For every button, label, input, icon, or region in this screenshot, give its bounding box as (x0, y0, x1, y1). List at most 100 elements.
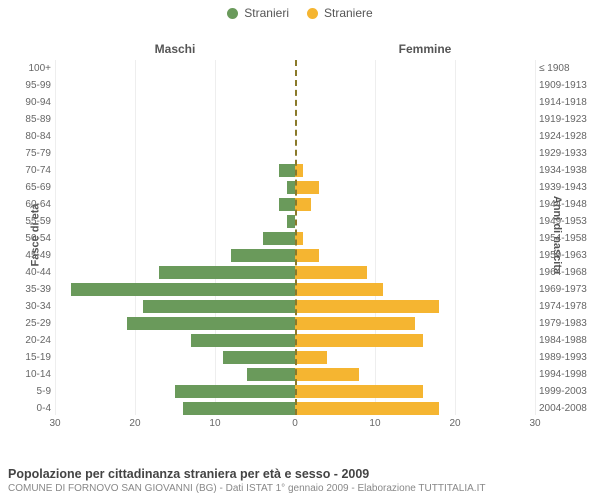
female-half (295, 215, 535, 228)
age-label: 45-49 (13, 250, 51, 261)
male-half (55, 147, 295, 160)
birth-year-label: 1969-1973 (539, 284, 595, 295)
female-bar (295, 351, 327, 364)
female-bar (295, 402, 439, 415)
legend-male-swatch (227, 8, 238, 19)
male-half (55, 249, 295, 262)
female-half (295, 317, 535, 330)
birth-year-label: 1909-1913 (539, 80, 595, 91)
birth-year-label: 1994-1998 (539, 369, 595, 380)
age-label: 15-19 (13, 352, 51, 363)
x-tick: 20 (449, 418, 460, 429)
female-half (295, 147, 535, 160)
male-bar (143, 300, 295, 313)
female-half (295, 79, 535, 92)
male-half (55, 130, 295, 143)
female-half (295, 113, 535, 126)
birth-year-label: 1954-1958 (539, 233, 595, 244)
male-half (55, 198, 295, 211)
male-bar (175, 385, 295, 398)
male-bar (247, 368, 295, 381)
birth-year-label: 1924-1928 (539, 131, 595, 142)
male-bar (71, 283, 295, 296)
age-label: 100+ (13, 63, 51, 74)
male-half (55, 317, 295, 330)
x-tick: 10 (369, 418, 380, 429)
age-label: 95-99 (13, 80, 51, 91)
birth-year-label: 1934-1938 (539, 165, 595, 176)
birth-year-label: 2004-2008 (539, 403, 595, 414)
female-half (295, 334, 535, 347)
birth-year-label: 1944-1948 (539, 199, 595, 210)
birth-year-label: 1999-2003 (539, 386, 595, 397)
male-bar (279, 198, 295, 211)
legend: Stranieri Straniere (0, 0, 600, 20)
male-half (55, 232, 295, 245)
male-bar (191, 334, 295, 347)
birth-year-label: 1964-1968 (539, 267, 595, 278)
x-tick: 10 (209, 418, 220, 429)
female-bar (295, 198, 311, 211)
male-half (55, 62, 295, 75)
male-bar (279, 164, 295, 177)
gridline (535, 60, 536, 415)
age-label: 60-64 (13, 199, 51, 210)
birth-year-label: 1914-1918 (539, 97, 595, 108)
age-label: 75-79 (13, 148, 51, 159)
female-bar (295, 334, 423, 347)
female-half (295, 232, 535, 245)
female-bar (295, 249, 319, 262)
birth-year-label: 1989-1993 (539, 352, 595, 363)
male-half (55, 283, 295, 296)
age-label: 80-84 (13, 131, 51, 142)
male-half (55, 334, 295, 347)
birth-year-label: 1974-1978 (539, 301, 595, 312)
age-label: 70-74 (13, 165, 51, 176)
birth-year-label: 1929-1933 (539, 148, 595, 159)
birth-year-label: 1984-1988 (539, 335, 595, 346)
age-label: 40-44 (13, 267, 51, 278)
panel-titles: Maschi Femmine (0, 42, 600, 56)
male-bar (263, 232, 295, 245)
age-label: 30-34 (13, 301, 51, 312)
age-label: 85-89 (13, 114, 51, 125)
female-half (295, 402, 535, 415)
female-half (295, 164, 535, 177)
x-tick: 30 (49, 418, 60, 429)
age-label: 0-4 (13, 403, 51, 414)
age-label: 10-14 (13, 369, 51, 380)
male-bar (127, 317, 295, 330)
female-half (295, 198, 535, 211)
plot-area: 100+≤ 190895-991909-191390-941914-191885… (55, 60, 535, 415)
female-bar (295, 385, 423, 398)
legend-female-swatch (307, 8, 318, 19)
female-half (295, 351, 535, 364)
male-half (55, 368, 295, 381)
female-half (295, 300, 535, 313)
male-half (55, 113, 295, 126)
male-bar (287, 215, 295, 228)
female-bar (295, 368, 359, 381)
legend-male-label: Stranieri (244, 6, 289, 20)
female-bar (295, 317, 415, 330)
legend-male: Stranieri (227, 6, 289, 20)
age-label: 20-24 (13, 335, 51, 346)
birth-year-label: 1939-1943 (539, 182, 595, 193)
x-tick: 30 (529, 418, 540, 429)
birth-year-label: ≤ 1908 (539, 63, 595, 74)
panel-title-female: Femmine (300, 42, 600, 56)
legend-female: Straniere (307, 6, 373, 20)
female-half (295, 96, 535, 109)
chart-title: Popolazione per cittadinanza straniera p… (8, 467, 485, 481)
male-bar (231, 249, 295, 262)
male-half (55, 402, 295, 415)
female-bar (295, 300, 439, 313)
population-pyramid: Maschi Femmine Fasce di età Anni di nasc… (0, 20, 600, 450)
birth-year-label: 1949-1953 (539, 216, 595, 227)
female-half (295, 385, 535, 398)
female-bar (295, 266, 367, 279)
male-half (55, 351, 295, 364)
x-axis: 3020100102030 (55, 418, 535, 432)
female-half (295, 62, 535, 75)
birth-year-label: 1959-1963 (539, 250, 595, 261)
